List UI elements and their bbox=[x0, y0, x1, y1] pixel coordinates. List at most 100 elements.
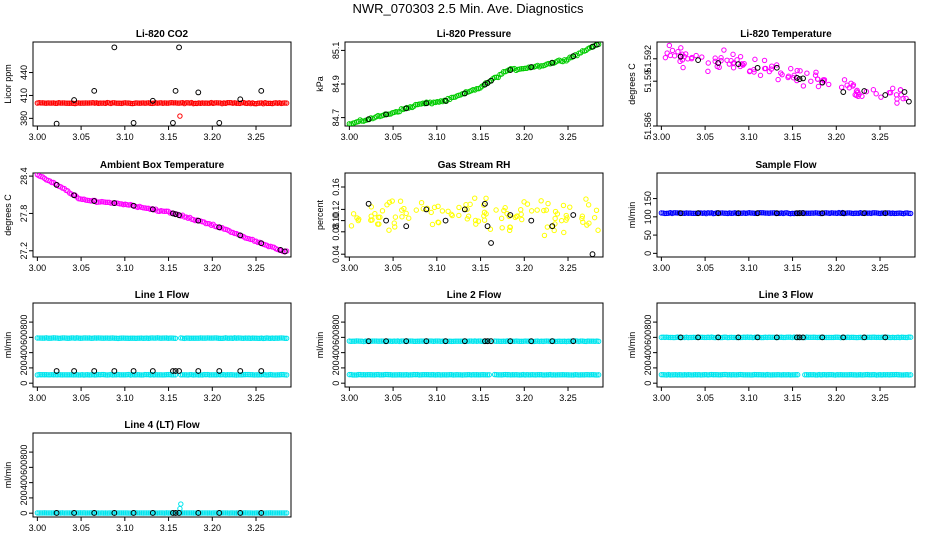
data-point bbox=[421, 371, 428, 378]
y-axis-label: kPa bbox=[315, 76, 325, 92]
data-point bbox=[156, 100, 163, 106]
data-point bbox=[678, 372, 684, 378]
calibration-point bbox=[882, 92, 889, 98]
data-point bbox=[435, 203, 441, 210]
data-point bbox=[803, 334, 810, 340]
data-point bbox=[895, 210, 901, 216]
data-point bbox=[524, 372, 530, 378]
data-point bbox=[192, 100, 198, 107]
x-tick-label: 3.15 bbox=[472, 263, 490, 273]
data-point bbox=[757, 334, 763, 341]
data-point bbox=[142, 371, 148, 378]
data-point bbox=[666, 42, 673, 49]
y-tick-label: 0 bbox=[19, 511, 29, 516]
data-point bbox=[398, 372, 405, 378]
data-point bbox=[111, 335, 118, 341]
data-point bbox=[552, 372, 559, 378]
calibration-point bbox=[130, 120, 137, 126]
data-point bbox=[391, 220, 397, 226]
data-point bbox=[61, 100, 67, 106]
data-point bbox=[813, 69, 819, 75]
data-point bbox=[350, 372, 356, 378]
data-point bbox=[773, 372, 779, 378]
data-point bbox=[461, 372, 467, 378]
y-tick-label: 400 bbox=[643, 345, 653, 360]
data-point bbox=[231, 510, 238, 516]
data-point bbox=[545, 338, 552, 344]
data-point bbox=[864, 210, 871, 216]
data-point bbox=[789, 372, 795, 378]
data-point bbox=[838, 84, 845, 91]
data-point bbox=[63, 100, 69, 106]
chart-panel: Ambient Box Temperature 3.00 3.05 3.10 3.15 3… bbox=[3, 160, 292, 273]
data-point bbox=[784, 372, 790, 378]
data-point bbox=[441, 372, 448, 378]
data-point bbox=[662, 54, 669, 61]
data-point bbox=[273, 510, 279, 516]
data-point bbox=[452, 338, 458, 344]
data-point bbox=[728, 210, 735, 216]
data-point bbox=[57, 372, 64, 378]
data-point bbox=[208, 510, 215, 516]
data-point bbox=[147, 335, 154, 341]
data-point bbox=[877, 334, 883, 341]
calibration-point bbox=[819, 210, 826, 217]
data-point bbox=[708, 371, 715, 378]
data-point bbox=[131, 335, 137, 341]
data-point bbox=[515, 372, 521, 378]
chart-panel: Sample Flow 3.00 3.05 3.10 3.15 3.20 3.25 0 50 10… bbox=[627, 160, 916, 273]
data-point bbox=[753, 372, 760, 378]
data-point bbox=[43, 371, 50, 378]
data-point bbox=[115, 510, 121, 516]
data-point bbox=[361, 371, 367, 378]
data-point bbox=[95, 371, 102, 378]
calibration-point bbox=[442, 338, 449, 345]
data-points bbox=[348, 195, 601, 257]
data-point bbox=[486, 372, 492, 378]
x-tick-label: 3.25 bbox=[871, 132, 889, 142]
data-point bbox=[160, 510, 166, 516]
data-point bbox=[498, 215, 505, 222]
data-point bbox=[841, 77, 848, 83]
data-point bbox=[418, 338, 424, 344]
data-point bbox=[534, 371, 541, 378]
calibration-point bbox=[216, 224, 223, 231]
data-point bbox=[38, 100, 44, 106]
data-point bbox=[86, 100, 93, 106]
data-point bbox=[423, 372, 430, 378]
x-tick-label: 3.10 bbox=[116, 523, 134, 533]
data-point bbox=[77, 510, 84, 516]
data-point bbox=[665, 334, 672, 341]
data-point bbox=[160, 335, 166, 341]
data-point bbox=[581, 338, 587, 344]
data-point bbox=[594, 372, 600, 378]
data-point bbox=[246, 510, 252, 516]
data-point bbox=[807, 210, 813, 216]
data-point bbox=[177, 113, 183, 119]
data-point bbox=[368, 204, 375, 210]
data-point bbox=[124, 335, 130, 341]
data-point bbox=[190, 335, 197, 341]
data-point bbox=[201, 335, 207, 341]
data-point bbox=[400, 338, 406, 344]
data-point bbox=[794, 372, 801, 378]
data-point bbox=[812, 72, 819, 78]
data-point bbox=[762, 210, 769, 216]
data-point bbox=[484, 372, 491, 378]
data-point bbox=[65, 335, 71, 341]
data-point bbox=[79, 196, 85, 203]
data-point bbox=[416, 338, 423, 344]
data-point bbox=[864, 371, 871, 378]
data-point bbox=[595, 338, 602, 344]
data-point bbox=[872, 210, 878, 216]
chart-title: Li-820 CO2 bbox=[136, 29, 189, 40]
data-point bbox=[473, 86, 480, 92]
data-point bbox=[161, 372, 168, 378]
data-point bbox=[97, 335, 103, 341]
y-tick-label: 0.16 bbox=[331, 178, 341, 196]
calibration-point bbox=[195, 368, 202, 374]
data-point bbox=[658, 371, 665, 378]
data-points bbox=[346, 42, 602, 126]
data-point bbox=[493, 372, 500, 378]
chart-title: Line 2 Flow bbox=[447, 290, 502, 301]
